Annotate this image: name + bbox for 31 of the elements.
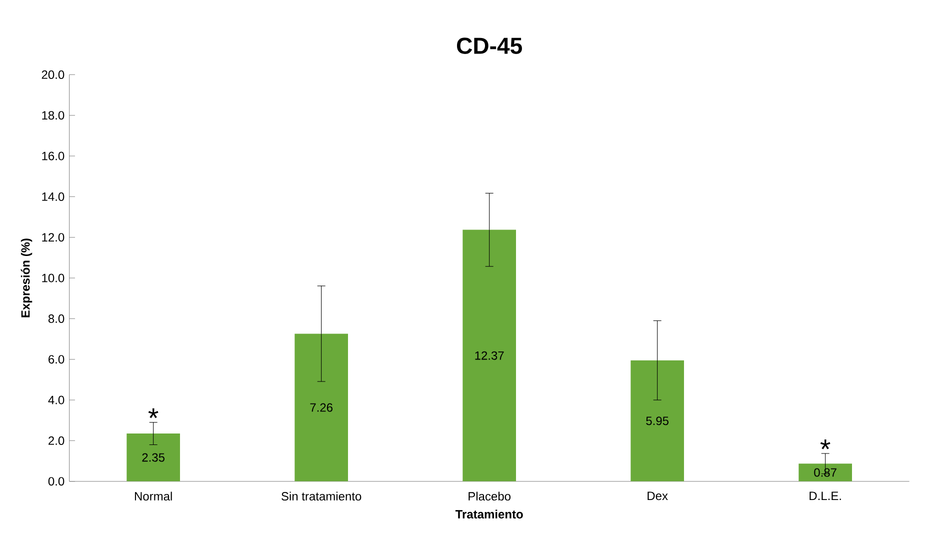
y-tick-label: 2.0 — [48, 436, 64, 445]
chart-title: CD-45 — [456, 38, 522, 54]
y-tick-label: 14.0 — [42, 192, 64, 201]
data-label: 7.26 — [310, 403, 332, 412]
bar — [126, 434, 180, 482]
x-tick-label: Sin tratamiento — [282, 492, 362, 501]
data-label: 2.35 — [142, 453, 165, 462]
y-tick-label: 20.0 — [42, 70, 64, 79]
y-tick-label: 8.0 — [48, 314, 64, 323]
data-label: 5.95 — [646, 416, 669, 426]
bar — [630, 360, 684, 482]
y-axis-title: Expresión (%) — [20, 238, 32, 318]
x-tick-label: D.L.E. — [810, 492, 841, 500]
y-tick-label: 6.0 — [48, 355, 64, 364]
bar — [462, 230, 516, 482]
bar — [798, 464, 852, 482]
y-tick-label: 4.0 — [48, 396, 64, 404]
y-tick-label: 10.0 — [42, 274, 64, 282]
y-tick-label: 18.0 — [42, 111, 64, 120]
annotation: * — [148, 408, 158, 418]
bar — [294, 334, 348, 482]
data-label: 12.37 — [475, 351, 504, 360]
x-tick-label: Normal — [134, 492, 172, 501]
x-tick-label: Placebo — [468, 492, 511, 501]
data-label: 0.87 — [814, 468, 836, 477]
y-tick-label: 16.0 — [42, 152, 64, 160]
x-axis-title: Tratamiento — [455, 510, 523, 519]
y-tick-label: 12.0 — [42, 233, 64, 242]
y-tick-label: 0.0 — [48, 477, 64, 486]
annotation: * — [820, 440, 830, 450]
x-tick-label: Dex — [648, 492, 668, 500]
